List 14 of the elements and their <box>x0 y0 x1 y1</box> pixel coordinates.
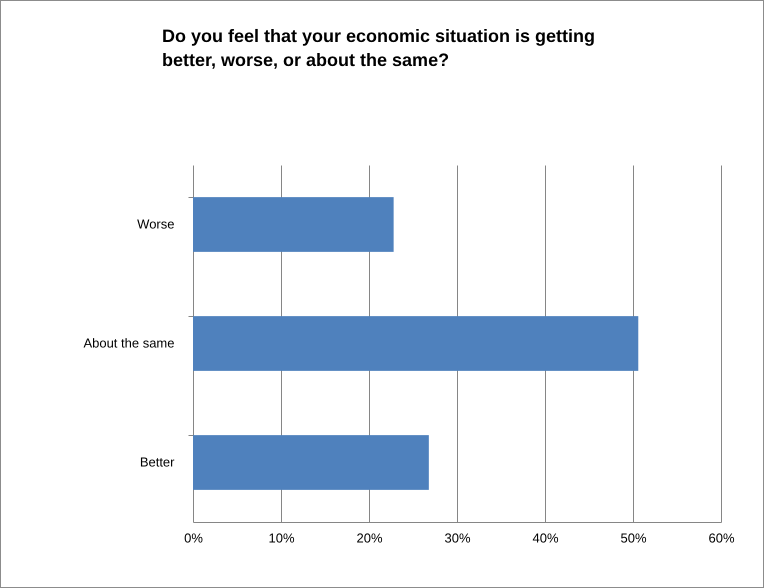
bar <box>193 316 638 371</box>
x-tick-label: 0% <box>184 530 204 546</box>
y-tick-label: About the same <box>83 336 174 350</box>
x-tick-label: 20% <box>356 530 383 546</box>
y-tick-label: Worse <box>137 216 174 232</box>
x-tick-label: 30% <box>444 530 471 546</box>
x-tick-label: 60% <box>708 530 735 546</box>
x-tick-label: 10% <box>268 530 295 546</box>
x-tick-label: 40% <box>532 530 559 546</box>
bar <box>193 197 394 252</box>
bar <box>193 435 429 490</box>
x-tick-label: 50% <box>620 530 647 546</box>
y-tick-label: Better <box>140 454 176 470</box>
chart-title: Do you feel that your economic situation is getting better, worse, or about the same? <box>162 26 596 70</box>
